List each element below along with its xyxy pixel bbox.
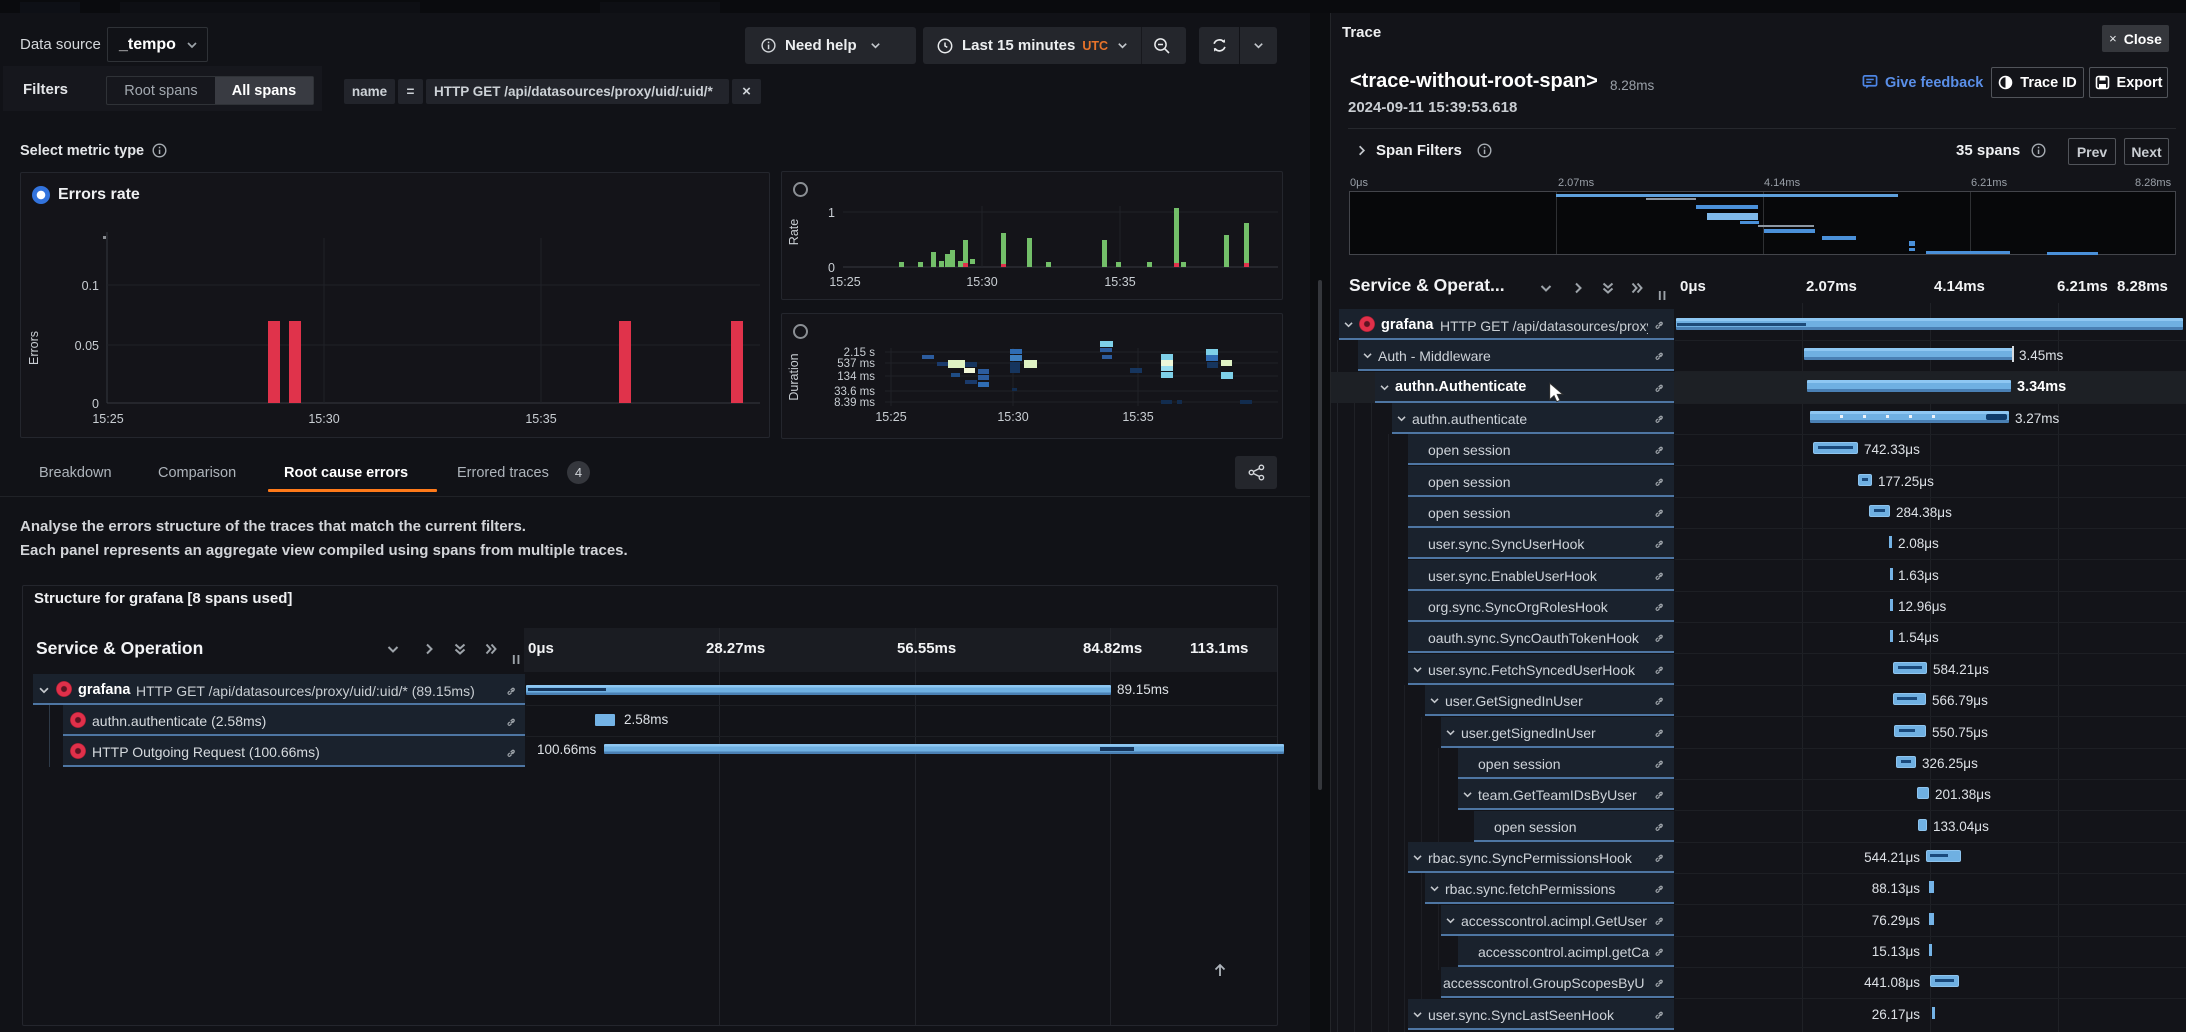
svg-text:0: 0 [92,397,99,411]
svg-text:15:35: 15:35 [1104,275,1135,289]
svg-text:15:25: 15:25 [829,275,860,289]
svg-text:134 ms: 134 ms [837,371,875,383]
svg-text:0.1: 0.1 [82,279,99,293]
svg-text:Duration: Duration [787,353,801,400]
svg-text:33.6 ms: 33.6 ms [834,386,875,398]
svg-text:1: 1 [828,206,835,220]
svg-text:0.05: 0.05 [75,339,99,353]
svg-text:15:25: 15:25 [875,410,906,424]
svg-text:0: 0 [828,261,835,275]
svg-text:15:35: 15:35 [1122,410,1153,424]
svg-text:15:25: 15:25 [92,412,123,426]
svg-text:15:30: 15:30 [997,410,1028,424]
svg-text:8.39 ms: 8.39 ms [834,397,875,409]
svg-text:537 ms: 537 ms [837,358,875,370]
svg-text:15:30: 15:30 [308,412,339,426]
svg-text:Rate: Rate [787,219,801,245]
svg-text:15:30: 15:30 [966,275,997,289]
svg-text:15:35: 15:35 [525,412,556,426]
svg-text:Errors: Errors [27,331,41,365]
svg-text:2.15 s: 2.15 s [844,347,876,359]
